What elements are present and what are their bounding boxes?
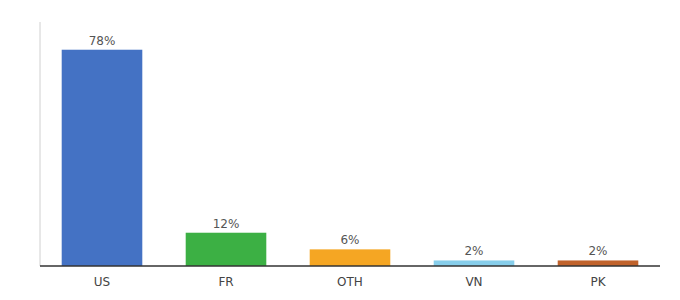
x-tick-label: VN xyxy=(465,275,482,289)
bar xyxy=(186,233,267,266)
x-tick-label: US xyxy=(94,275,110,289)
y-axis xyxy=(40,22,41,266)
bars xyxy=(62,50,639,266)
bar xyxy=(558,260,639,266)
bar xyxy=(62,50,143,266)
chart-container: 78% 12% 6% 2% 2% US FR OTH VN PK xyxy=(0,0,680,300)
data-label: 6% xyxy=(340,233,359,247)
data-labels: 78% 12% 6% 2% 2% xyxy=(89,34,608,259)
x-axis xyxy=(40,265,660,267)
x-tick-label: PK xyxy=(590,275,606,289)
x-tick-labels: US FR OTH VN PK xyxy=(94,275,607,289)
data-label: 78% xyxy=(89,34,116,48)
x-tick-label: FR xyxy=(218,275,233,289)
data-label: 12% xyxy=(213,217,240,231)
bar xyxy=(310,249,391,266)
data-label: 2% xyxy=(464,244,483,258)
data-label: 2% xyxy=(588,244,607,258)
chart: 78% 12% 6% 2% 2% US FR OTH VN PK xyxy=(0,0,680,300)
bar xyxy=(434,260,515,266)
x-tick-label: OTH xyxy=(337,275,363,289)
